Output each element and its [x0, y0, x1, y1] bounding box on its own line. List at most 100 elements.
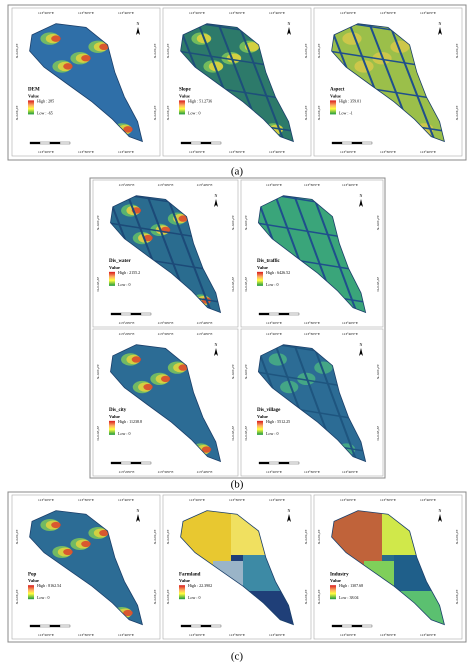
outline: [180, 23, 294, 143]
scale-bar: [351, 624, 363, 628]
scale-bar: [210, 141, 222, 145]
lat-label: 22°20'0"N: [96, 426, 100, 441]
lat-label: 22°30'0"N: [304, 44, 308, 59]
blob: [131, 356, 142, 363]
legend-low: Low : -65: [37, 110, 53, 115]
legend-ramp: [257, 271, 263, 286]
blob: [51, 35, 61, 42]
lat-label: 22°30'0"N: [376, 364, 380, 379]
blob: [390, 40, 410, 53]
legend-title: Value: [179, 93, 190, 98]
lon-label: 113°20'0"E: [266, 321, 282, 325]
legend-ramp: [257, 420, 263, 435]
lon-label: 113°30'0"E: [229, 498, 245, 502]
lat-label: 22°20'0"N: [304, 106, 308, 121]
panel-frame: [7, 491, 467, 643]
scale-bar: [258, 461, 270, 465]
blob: [314, 361, 333, 374]
scale-bar: [268, 312, 280, 316]
lat-label: 22°20'0"N: [231, 277, 235, 292]
legend-title: Value: [330, 578, 341, 583]
scale-bar: [49, 141, 61, 145]
scale-bar: [258, 312, 270, 316]
legend-high: High : 22.3902: [188, 583, 212, 588]
scale-bar: [39, 624, 51, 628]
scale-bar: [29, 141, 41, 145]
lon-label: 113°30'0"E: [158, 470, 174, 474]
scale-bar: [200, 141, 212, 145]
map-title: Dis_city: [109, 408, 127, 413]
lon-label: 113°30'0"E: [78, 633, 94, 637]
lat-label: 22°20'0"N: [166, 590, 170, 605]
scale-bar: [341, 624, 353, 628]
lon-label: 113°30'0"E: [158, 183, 174, 187]
blob: [63, 63, 73, 70]
legend-high: High : 285: [37, 98, 54, 103]
legend-low: Low : 0: [118, 431, 130, 436]
lon-label: 113°40'0"E: [342, 321, 358, 325]
outline: [331, 23, 445, 143]
scale-bar: [130, 312, 142, 316]
lon-label: 113°40'0"E: [342, 332, 358, 336]
legend-low: Low : 0: [118, 282, 130, 287]
legend-ramp: [109, 420, 115, 435]
legend-high: High : 359.01: [339, 98, 361, 103]
lat-label: 22°30'0"N: [304, 530, 308, 545]
scale-bar: [110, 312, 122, 316]
legend-ramp: [179, 100, 185, 115]
scale-bar: [361, 141, 373, 145]
lon-label: 113°30'0"E: [304, 321, 320, 325]
blob: [178, 364, 188, 371]
blob: [99, 43, 109, 51]
lat-label: 22°30'0"N: [15, 44, 19, 59]
map-title: Pop: [28, 572, 37, 577]
lon-label: 113°40'0"E: [197, 321, 213, 325]
legend-title: Value: [179, 578, 190, 583]
scale-bar: [140, 312, 152, 316]
lon-label: 113°40'0"E: [269, 11, 285, 15]
lon-label: 113°30'0"E: [380, 150, 396, 154]
legend-ramp: [109, 271, 115, 286]
lon-label: 113°40'0"E: [420, 498, 436, 502]
lat-label: 22°20'0"N: [317, 590, 321, 605]
scale-bar: [341, 141, 353, 145]
lon-label: 113°20'0"E: [119, 183, 135, 187]
lon-label: 113°40'0"E: [420, 633, 436, 637]
scale-bar: [190, 624, 202, 628]
channel: [236, 23, 286, 142]
scale-bar: [200, 624, 212, 628]
lat-label: 22°30'0"N: [376, 215, 380, 230]
blob: [81, 540, 91, 548]
panel-frame: [89, 177, 386, 479]
scale-bar: [278, 461, 290, 465]
blob: [123, 609, 133, 617]
lat-label: 22°30'0"N: [153, 530, 157, 545]
scale-bar: [180, 141, 192, 145]
lat-label: 22°30'0"N: [166, 530, 170, 545]
legend-title: Value: [28, 578, 39, 583]
north-label: N: [288, 21, 291, 26]
lat-label: 22°20'0"N: [153, 590, 157, 605]
lon-label: 113°20'0"E: [38, 633, 54, 637]
blob: [63, 548, 73, 556]
north-label: N: [137, 508, 140, 513]
scale-bar: [49, 624, 61, 628]
legend-title: Value: [330, 93, 341, 98]
north-label: N: [137, 21, 140, 26]
north-arrow: [438, 27, 442, 35]
lon-label: 113°20'0"E: [266, 332, 282, 336]
scale-bar: [110, 461, 122, 465]
outline: [257, 344, 367, 463]
lat-label: 22°20'0"N: [96, 277, 100, 292]
scale-bar: [29, 624, 41, 628]
channel: [311, 344, 359, 462]
panel-label: (a): [231, 166, 244, 178]
lon-label: 113°40'0"E: [197, 183, 213, 187]
scale-bar: [39, 141, 51, 145]
panel-label: (b): [231, 479, 244, 491]
panel-frame: [7, 4, 467, 161]
legend-low: Low : 0: [266, 282, 278, 287]
lon-label: 113°40'0"E: [420, 150, 436, 154]
lon-label: 113°20'0"E: [340, 633, 356, 637]
north-arrow: [214, 348, 218, 356]
